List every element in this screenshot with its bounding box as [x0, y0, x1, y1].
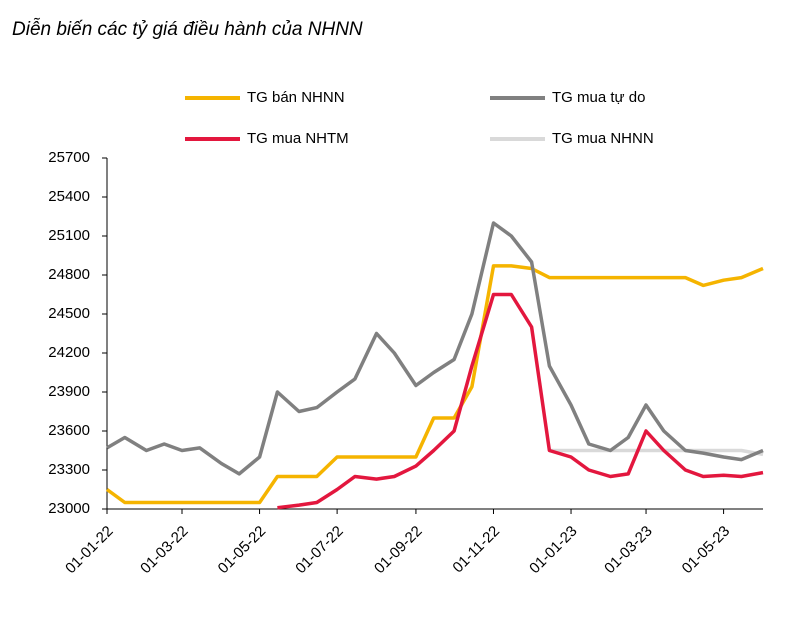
y-tick-label: 23300	[48, 461, 90, 478]
x-tick-label: 01-09-22	[371, 523, 425, 577]
series-line	[105, 264, 764, 505]
x-tick-label: 01-07-22	[292, 523, 346, 577]
y-tick-label: 25100	[48, 227, 90, 244]
x-tick-label: 01-03-22	[137, 523, 191, 577]
legend-label: TG mua NHNN	[552, 130, 654, 147]
legend-label: TG mua tự do	[552, 89, 645, 106]
y-tick-label: 23900	[48, 383, 90, 400]
chart-title: Diễn biến các tỷ giá điều hành của NHNN	[12, 19, 363, 40]
x-tick-label: 01-01-23	[526, 523, 580, 577]
y-tick-label: 24800	[48, 266, 90, 283]
x-tick-label: 01-01-22	[62, 523, 116, 577]
legend-label: TG mua NHTM	[247, 130, 349, 147]
legend-label: TG bán NHNN	[247, 89, 345, 106]
x-tick-label: 01-05-23	[679, 523, 733, 577]
series-line	[549, 448, 764, 457]
x-tick-label: 01-05-22	[215, 523, 269, 577]
series-line	[277, 292, 764, 510]
y-tick-label: 23000	[48, 500, 90, 517]
y-tick-label: 24200	[48, 344, 90, 361]
y-tick-label: 25700	[48, 149, 90, 166]
y-tick-label: 25400	[48, 188, 90, 205]
y-tick-label: 24500	[48, 305, 90, 322]
series-line	[106, 221, 764, 476]
x-tick-label: 01-03-23	[601, 523, 655, 577]
x-tick-label: 01-11-22	[449, 523, 503, 577]
y-tick-label: 23600	[48, 422, 90, 439]
